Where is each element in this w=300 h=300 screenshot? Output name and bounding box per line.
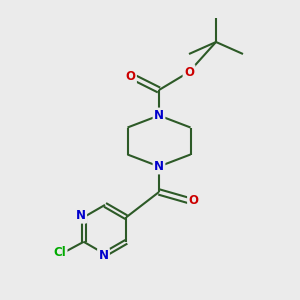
Text: N: N (154, 160, 164, 173)
Text: Cl: Cl (53, 246, 66, 259)
Text: O: O (188, 194, 199, 208)
Text: N: N (154, 109, 164, 122)
Text: N: N (76, 209, 86, 222)
Text: O: O (125, 70, 136, 83)
Text: N: N (98, 249, 109, 262)
Text: O: O (184, 65, 194, 79)
